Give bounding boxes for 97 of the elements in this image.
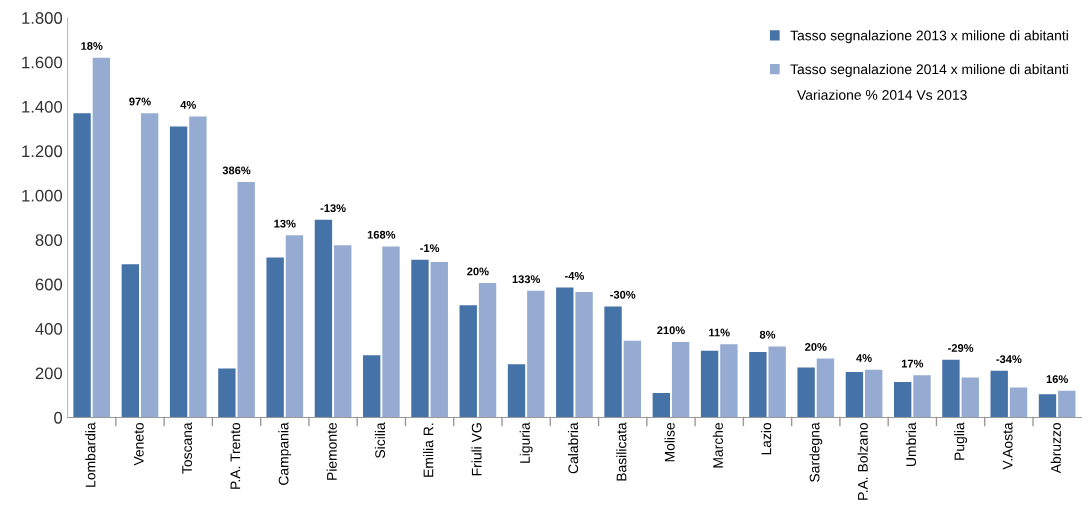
y-tick-label: 600 [35, 278, 63, 291]
bar [73, 113, 91, 418]
x-tick-label: Lombardia [85, 422, 96, 487]
bar [140, 113, 159, 418]
bar [700, 350, 719, 418]
x-tick-label: Umbria [905, 422, 917, 466]
bar [604, 306, 622, 418]
annotation: -4% [564, 271, 585, 280]
bar [169, 126, 188, 418]
x-tick-label: Calabria [567, 422, 579, 474]
bar [575, 291, 593, 418]
x-tick-label: Abruzzo [1050, 422, 1061, 474]
bar [913, 375, 931, 418]
bar [671, 341, 690, 418]
annotation: 4% [856, 354, 872, 362]
bar [478, 283, 497, 418]
x-tick-label: Basilicata [616, 422, 627, 481]
bar [797, 367, 815, 418]
annotation: 8% [759, 330, 776, 339]
y-tick-label: 1.200 [22, 145, 63, 158]
annotation: 16% [1046, 375, 1068, 384]
y-tick-label: 800 [35, 234, 63, 246]
bar [623, 340, 642, 418]
annotation: 386% [222, 166, 251, 175]
x-tick-label: Veneto [134, 422, 144, 466]
bar [556, 287, 574, 418]
bar [459, 305, 477, 418]
x-tick-label: V.Aosta [1002, 422, 1013, 470]
bar [363, 355, 381, 418]
bar [266, 257, 284, 418]
annotation: 133% [512, 275, 541, 284]
bar [237, 182, 255, 418]
legend-label: Tasso segnalazione 2014 x milione di abitanti [790, 63, 1068, 77]
x-tick-label: P.A. Trento [230, 422, 241, 489]
legend-label: Tasso segnalazione 2013 x milione di abitanti [790, 30, 1068, 44]
annotation: -34% [996, 355, 1022, 364]
bar [942, 359, 960, 418]
bar [990, 370, 1008, 418]
bar [961, 377, 979, 418]
bar [334, 245, 352, 418]
annotation: 210% [657, 326, 685, 335]
bar [411, 259, 429, 418]
annotation: 97% [129, 97, 151, 106]
x-tick-label: Molise [664, 422, 675, 462]
annotation: -13% [320, 204, 346, 213]
bar [527, 290, 545, 418]
y-tick-label: 200 [35, 367, 63, 380]
annotation: 11% [709, 328, 730, 337]
annotation: 168% [367, 230, 396, 239]
x-tick-label: Lazio [761, 422, 772, 455]
annotation: 17% [901, 359, 924, 368]
x-tick-label: Campania [278, 422, 292, 485]
x-tick-label: Sardegna [809, 422, 823, 482]
bar [768, 346, 786, 418]
annotation: 13% [274, 219, 296, 228]
y-tick-label: 1.400 [22, 100, 63, 113]
annotation: 18% [81, 42, 103, 50]
annotation: -1% [420, 244, 440, 252]
bar [749, 351, 767, 418]
x-tick-label: Puglia [954, 422, 968, 460]
y-tick-label: 400 [35, 323, 63, 335]
bar [507, 364, 526, 418]
bar [1038, 394, 1057, 418]
bar [314, 219, 333, 418]
bar [382, 246, 400, 418]
annotation: 20% [805, 342, 827, 351]
y-tick-label: 1.600 [22, 56, 63, 69]
bar [720, 344, 738, 418]
annotation: 4% [180, 100, 196, 109]
y-tick-label: 0 [54, 411, 63, 424]
bar [865, 369, 883, 418]
bar [652, 393, 671, 418]
bar [189, 116, 207, 418]
bar [218, 368, 236, 418]
x-tick-label: P.A. Bolzano [857, 422, 868, 500]
x-tick-label: Friuli VG [471, 423, 482, 476]
y-tick-label: 1.000 [22, 189, 63, 202]
bar [816, 358, 835, 418]
bar [893, 381, 912, 418]
bar [1058, 390, 1076, 418]
x-tick-label: Liguria [519, 422, 533, 463]
bar [121, 264, 140, 418]
x-tick-label: Toscana [182, 422, 192, 474]
annotation: -29% [948, 344, 974, 352]
x-tick-label: Piemonte [326, 422, 337, 480]
bar [92, 57, 111, 418]
y-tick-label: 1.800 [22, 12, 63, 24]
annotation: Variazione % 2014 Vs 2013 [797, 89, 967, 100]
annotation: 20% [467, 267, 489, 276]
x-tick-label: Marche [712, 422, 723, 468]
bar [430, 262, 448, 418]
bar [845, 371, 864, 418]
x-tick-label: Emilia R. [423, 423, 434, 477]
annotation: -30% [610, 290, 636, 299]
bar [1009, 387, 1028, 418]
bar [285, 235, 304, 418]
x-tick-label: Sicilia [374, 422, 386, 458]
